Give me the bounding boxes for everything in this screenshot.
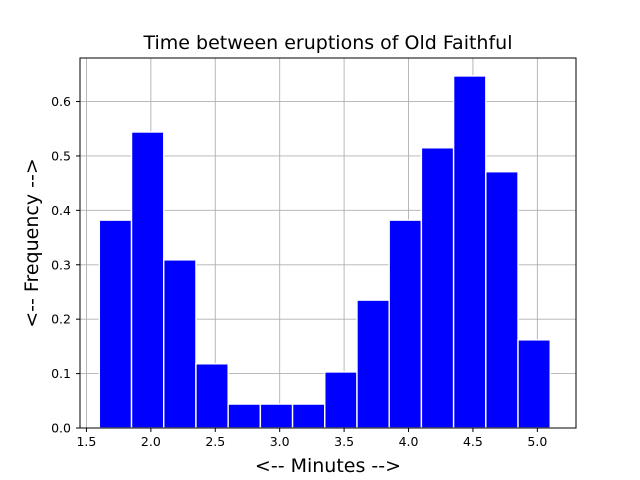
bar-1 xyxy=(130,131,165,429)
bar-0 xyxy=(98,219,133,429)
x-tick-label-7: 5.0 xyxy=(527,434,547,449)
y-tick-label-0: 0.0 xyxy=(51,421,71,436)
chart-title: Time between eruptions of Old Faithful xyxy=(143,32,513,54)
x-tick-label-4: 3.5 xyxy=(334,434,354,449)
bar-6 xyxy=(291,403,326,429)
x-tick-label-2: 2.5 xyxy=(205,434,225,449)
plot-frame xyxy=(79,57,577,429)
x-tick-label-3: 3.0 xyxy=(270,434,290,449)
bar-4 xyxy=(227,403,262,429)
bars xyxy=(98,75,551,429)
y-tick-label-3: 0.3 xyxy=(51,257,71,272)
bar-7 xyxy=(324,371,358,429)
bar-9 xyxy=(388,219,423,429)
y-tick-label-2: 0.2 xyxy=(51,312,71,327)
bar-5 xyxy=(259,403,294,429)
bar-3 xyxy=(195,363,229,429)
bar-8 xyxy=(356,299,390,429)
x-tick-label-1: 2.0 xyxy=(141,434,161,449)
y-tick-label-6: 0.6 xyxy=(51,94,71,109)
y-axis-label: <-- Frequency --> xyxy=(21,158,43,328)
ticks: 1.5 2.0 2.5 3.0 3.5 4.0 4.5 5.0 0.0 0.1 0.2 0.3 0.4 0… xyxy=(51,94,547,449)
bar-13 xyxy=(517,339,551,429)
bar-2 xyxy=(163,259,197,429)
bar-12 xyxy=(485,171,519,429)
y-tick-label-5: 0.5 xyxy=(51,148,71,163)
y-tick-label-4: 0.4 xyxy=(51,203,71,218)
bar-11 xyxy=(452,75,487,429)
x-tick-label-0: 1.5 xyxy=(76,434,96,449)
y-tick-label-1: 0.1 xyxy=(51,366,71,381)
x-axis-label: <-- Minutes --> xyxy=(255,455,401,477)
x-tick-label-5: 4.0 xyxy=(399,434,419,449)
bar-10 xyxy=(420,147,455,429)
x-tick-label-6: 4.5 xyxy=(463,434,483,449)
